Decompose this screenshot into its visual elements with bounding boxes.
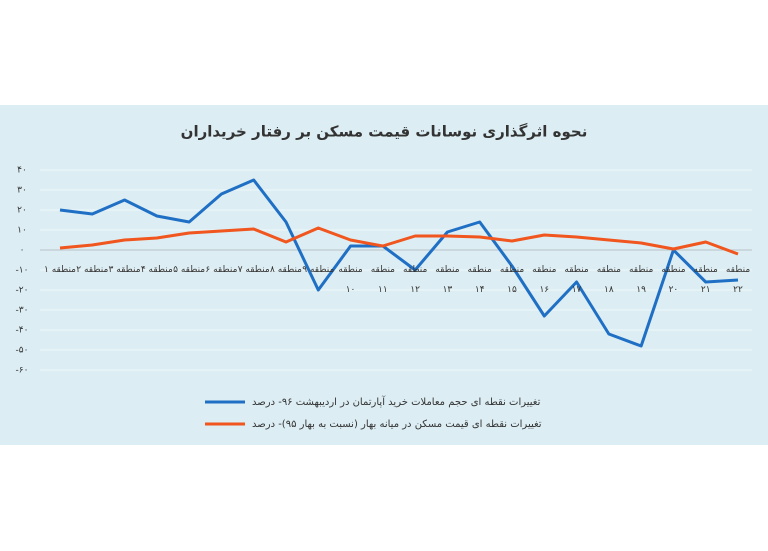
line-series — [59, 226, 739, 256]
x-tick-label: منطقه ۳ — [108, 265, 141, 275]
x-tick-label: منطقه ۱۶ — [532, 265, 557, 295]
x-tick-label: منطقه ۲۱ — [693, 265, 718, 295]
x-tick-label: منطقه ۱۵ — [499, 265, 525, 295]
x-tick-label: منطقه ۱۷ — [564, 265, 589, 295]
x-tick-label: منطقه ۱۲ — [402, 265, 428, 295]
y-tick-label: ۳۰ — [17, 186, 27, 196]
x-tick-label: منطقه ۱ — [43, 265, 76, 275]
x-tick-label: منطقه ۲ — [76, 265, 109, 275]
legend-label: تغییرات نقطه ای قیمت مسکن در میانه بهار … — [252, 419, 542, 430]
x-tick-label: منطقه ۴ — [140, 265, 173, 275]
chart-title: نحوه اثرگذاری نوسانات قیمت مسکن بر رفتار… — [181, 123, 588, 141]
x-tick-label: منطقه ۲۲ — [725, 265, 751, 295]
y-tick-label: -۱۰ — [16, 266, 29, 276]
y-tick-label: ۱۰ — [17, 226, 27, 236]
line-series — [59, 178, 739, 348]
x-tick-label: منطقه ۱۸ — [596, 265, 621, 295]
x-tick-label: منطقه ۱۰ — [338, 265, 363, 295]
y-tick-label: -۳۰ — [16, 306, 29, 316]
x-tick-label: منطقه ۲۰ — [661, 265, 686, 295]
y-tick-label: ۴۰ — [17, 166, 27, 176]
x-tick-label: منطقه ۵ — [173, 265, 206, 275]
chart-background — [0, 105, 768, 445]
y-tick-label: -۶۰ — [16, 366, 29, 376]
x-tick-label: منطقه ۷ — [237, 265, 270, 275]
x-tick-label: منطقه ۱۹ — [628, 265, 654, 295]
x-tick-label: منطقه ۱۱ — [370, 265, 395, 295]
x-tick-label: منطقه ۱۴ — [467, 265, 492, 295]
x-tick-label: منطقه ۸ — [269, 265, 302, 275]
y-tick-label: -۲۰ — [16, 286, 29, 296]
x-tick-label: منطقه ۶ — [205, 265, 238, 275]
y-tick-label: -۴۰ — [16, 326, 29, 336]
legend-label: تغییرات نقطه ای حجم معاملات خرید آپارتما… — [252, 395, 541, 408]
y-tick-label: -۵۰ — [16, 346, 29, 356]
y-tick-label: ۲۰ — [17, 206, 27, 216]
x-tick-label: منطقه ۹ — [302, 265, 335, 275]
y-tick-label: ۰ — [20, 246, 25, 256]
x-tick-label: منطقه ۱۳ — [435, 265, 460, 295]
